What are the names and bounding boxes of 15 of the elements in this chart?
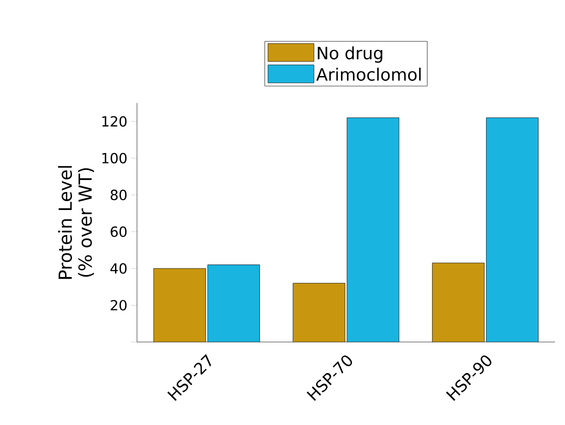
bar — [486, 118, 539, 342]
y-tick-label: 100 — [102, 152, 127, 164]
legend-label: No drug — [318, 46, 382, 63]
bar — [432, 262, 485, 342]
legend-label: Arimoclomol — [316, 68, 421, 81]
y-tick-label: 60 — [110, 226, 127, 237]
y-tick-label: 80 — [110, 190, 127, 200]
bar — [293, 283, 346, 342]
y-axis-title: Protein Level (% over WT) — [58, 166, 94, 279]
bar — [208, 264, 260, 342]
bar — [154, 268, 206, 342]
bar — [346, 118, 399, 342]
y-tick-label: 120 — [102, 116, 127, 127]
y-tick-label: 20 — [110, 300, 127, 311]
y-tick-label: 40 — [110, 263, 127, 274]
